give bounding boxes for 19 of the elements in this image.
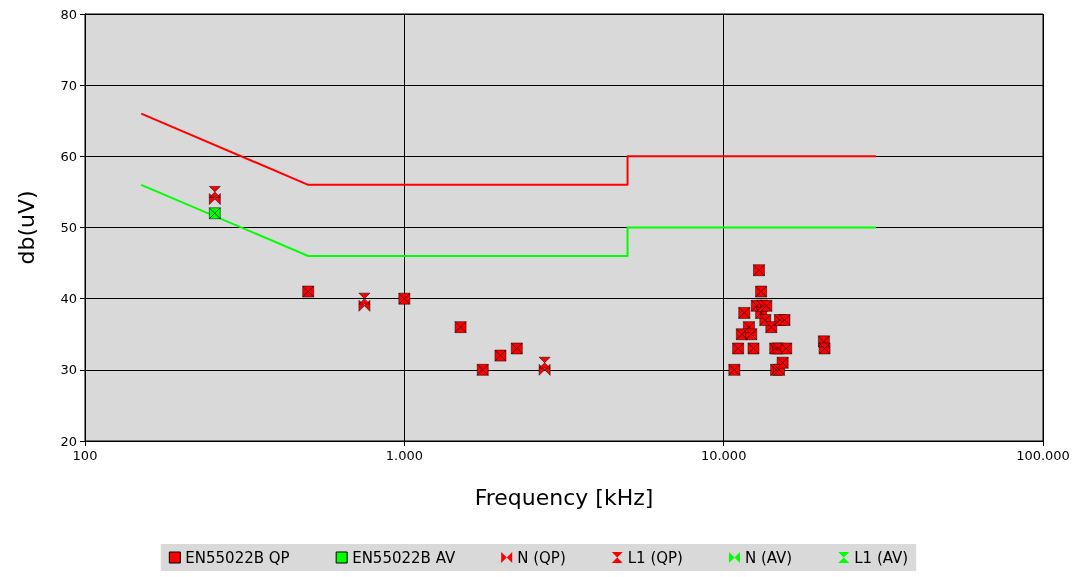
y-tick-label: 20 bbox=[60, 433, 77, 449]
legend-label: N (QP) bbox=[517, 548, 566, 567]
y-tick-label: 40 bbox=[60, 291, 77, 307]
x-tick-label: 100 bbox=[72, 448, 98, 463]
x-axis-title: Frequency [kHz] bbox=[474, 484, 654, 510]
x-tick-label: 10.000 bbox=[700, 448, 747, 463]
y-tick-label: 70 bbox=[60, 77, 77, 93]
legend-label: EN55022B AV bbox=[352, 548, 456, 567]
legend-label: L1 (AV) bbox=[854, 548, 909, 567]
y-tick-label: 30 bbox=[60, 362, 77, 378]
x-tick-label: 100.000 bbox=[1016, 448, 1070, 463]
y-tick-label: 50 bbox=[60, 220, 77, 235]
y-axis-title: db(uV) bbox=[13, 190, 39, 265]
legend-label: L1 (QP) bbox=[627, 548, 683, 567]
y-tick-label: 80 bbox=[60, 6, 77, 22]
x-tick-label: 1.000 bbox=[385, 448, 423, 463]
legend-label: EN55022B QP bbox=[185, 548, 290, 567]
y-tick-label: 60 bbox=[60, 148, 77, 164]
legend-label: N (AV) bbox=[744, 548, 793, 567]
